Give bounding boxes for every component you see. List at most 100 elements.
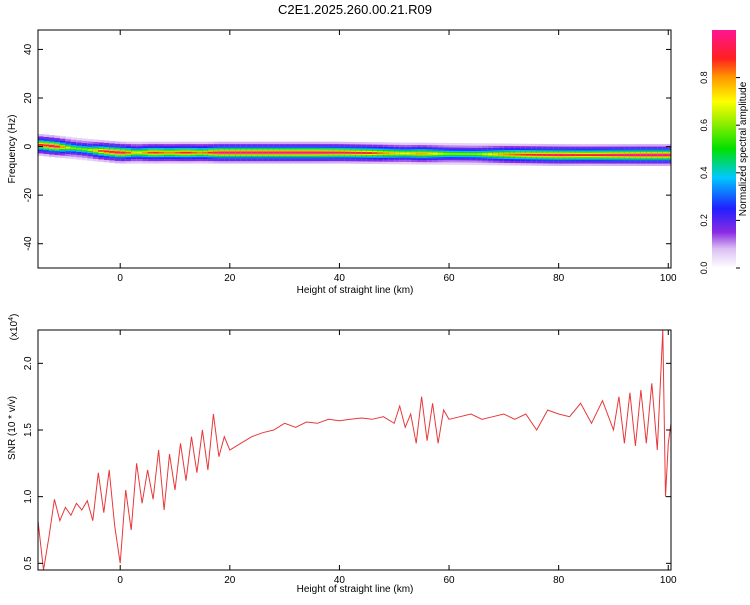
- heatmap-cell: [164, 151, 171, 154]
- heatmap-cell: [240, 151, 247, 154]
- heatmap-cell: [284, 151, 291, 154]
- heatmap-cell: [520, 153, 527, 156]
- heatmap-cell: [443, 152, 450, 155]
- heatmap-cell: [114, 151, 121, 154]
- heatmap-cell: [591, 154, 598, 157]
- heatmap-cell: [410, 152, 417, 155]
- y-tick-label: 1.0: [23, 489, 34, 503]
- heatmap-cell: [98, 149, 105, 152]
- heatmap-cell: [629, 154, 636, 157]
- x-tick-label: 80: [553, 575, 565, 586]
- snr-y-multiplier: (x104): [8, 314, 20, 341]
- heatmap-cell: [421, 152, 428, 155]
- heatmap-cell: [251, 151, 258, 154]
- x-tick-label: 0: [117, 273, 123, 284]
- heatmap-cell: [169, 151, 176, 154]
- heatmap-cell: [76, 147, 83, 150]
- heatmap-cell: [361, 151, 368, 154]
- snr-x-ticks: 0 20 40 60 80 100: [117, 330, 677, 586]
- heatmap-cell: [607, 154, 615, 157]
- heatmap-cell: [306, 151, 313, 154]
- heatmap-cell: [131, 151, 138, 154]
- heatmap-cell: [662, 154, 669, 157]
- heatmap-cell: [394, 152, 401, 155]
- spectrogram-x-ticks: 0 20 40 60 80 100: [117, 30, 677, 284]
- heatmap-cell: [405, 152, 412, 155]
- heatmap-cell: [180, 151, 187, 154]
- heatmap-cell: [142, 151, 149, 154]
- heatmap-cell: [542, 153, 549, 156]
- heatmap-cell: [185, 151, 193, 154]
- heatmap-cell: [454, 152, 461, 155]
- y-tick-label: 1.5: [23, 423, 34, 437]
- heatmap-cell: [438, 152, 445, 155]
- spectrogram-heatmap: [38, 133, 671, 166]
- heatmap-cell: [460, 153, 467, 155]
- heatmap-cell: [48, 145, 56, 147]
- heatmap-cell: [618, 154, 626, 157]
- heatmap-cell: [635, 154, 642, 157]
- chart-title: C2E1.2025.260.00.21.R09: [278, 2, 432, 17]
- heatmap-cell: [229, 151, 236, 154]
- heatmap-cell: [158, 151, 165, 154]
- heatmap-cell: [273, 151, 280, 154]
- heatmap-cell: [487, 153, 494, 156]
- x-tick-label: 20: [224, 273, 236, 284]
- spectrogram-panel: 0 20 40 60 80 100 -40 -20 0 20 40 Height of strai…: [7, 29, 677, 296]
- heatmap-cell: [120, 151, 127, 154]
- heatmap-cell: [646, 154, 653, 157]
- heatmap-cell: [125, 151, 132, 154]
- heatmap-cell: [597, 154, 604, 157]
- heatmap-cell: [262, 151, 269, 154]
- heatmap-cell: [564, 154, 571, 157]
- heatmap-cell: [476, 153, 483, 156]
- heatmap-cell: [657, 154, 664, 157]
- snr-y-axis-label: SNR (10 * v/v): [7, 396, 18, 460]
- snr-y-multiplier-exponent: 4: [8, 317, 15, 321]
- colorbar-tick-label: 0.2: [699, 214, 709, 227]
- spectrogram-y-axis-label: Frequency (Hz): [7, 115, 18, 184]
- y-tick-label: 0.5: [23, 556, 34, 570]
- heatmap-cell: [377, 152, 384, 155]
- heatmap-cell: [481, 153, 489, 156]
- heatmap-cell: [498, 153, 505, 156]
- x-tick-label: 0: [117, 575, 123, 586]
- heatmap-cell: [103, 150, 110, 153]
- heatmap-cell: [503, 153, 510, 156]
- heatmap-cell: [81, 148, 88, 151]
- heatmap-cell: [257, 151, 264, 154]
- heatmap-cell: [432, 152, 439, 155]
- heatmap-cell: [651, 154, 658, 157]
- heatmap-cell: [580, 154, 587, 157]
- colorbar-ticks: 0.0 0.2 0.4 0.6 0.8: [699, 71, 740, 274]
- heatmap-cell: [322, 151, 330, 154]
- heatmap-cell: [175, 151, 182, 154]
- x-tick-label: 20: [224, 575, 236, 586]
- heatmap-cell: [569, 154, 576, 157]
- snr-series-line: [38, 330, 671, 570]
- snr-y-multiplier-base: (x10: [9, 320, 20, 340]
- snr-panel: 0 20 40 60 80 100 0.5 1.0 1.5 2.0 Height of stra…: [7, 314, 677, 595]
- heatmap-cell: [328, 151, 335, 154]
- heatmap-cell: [399, 152, 406, 155]
- snr-y-multiplier-close: ): [9, 314, 20, 317]
- x-tick-label: 60: [443, 575, 455, 586]
- spectrogram-y-ticks: -40 -20 0 20 40: [23, 43, 671, 251]
- heatmap-cell: [191, 151, 198, 154]
- heatmap-cell: [235, 151, 242, 154]
- heatmap-cell: [514, 153, 521, 156]
- x-tick-label: 100: [660, 273, 677, 284]
- heatmap-cell: [213, 151, 220, 154]
- heatmap-cell: [147, 151, 154, 154]
- heatmap-cell: [558, 154, 565, 157]
- heatmap-cell: [246, 151, 253, 154]
- heatmap-cell: [70, 147, 77, 150]
- colorbar-tick-label: 0.0: [699, 262, 709, 275]
- y-tick-label: -40: [23, 236, 34, 251]
- heatmap-cell: [388, 152, 395, 155]
- heatmap-cell: [218, 151, 225, 154]
- heatmap-cell: [350, 151, 357, 154]
- heatmap-cell: [465, 153, 472, 156]
- y-tick-label: 40: [23, 43, 34, 55]
- heatmap-cell: [38, 143, 45, 146]
